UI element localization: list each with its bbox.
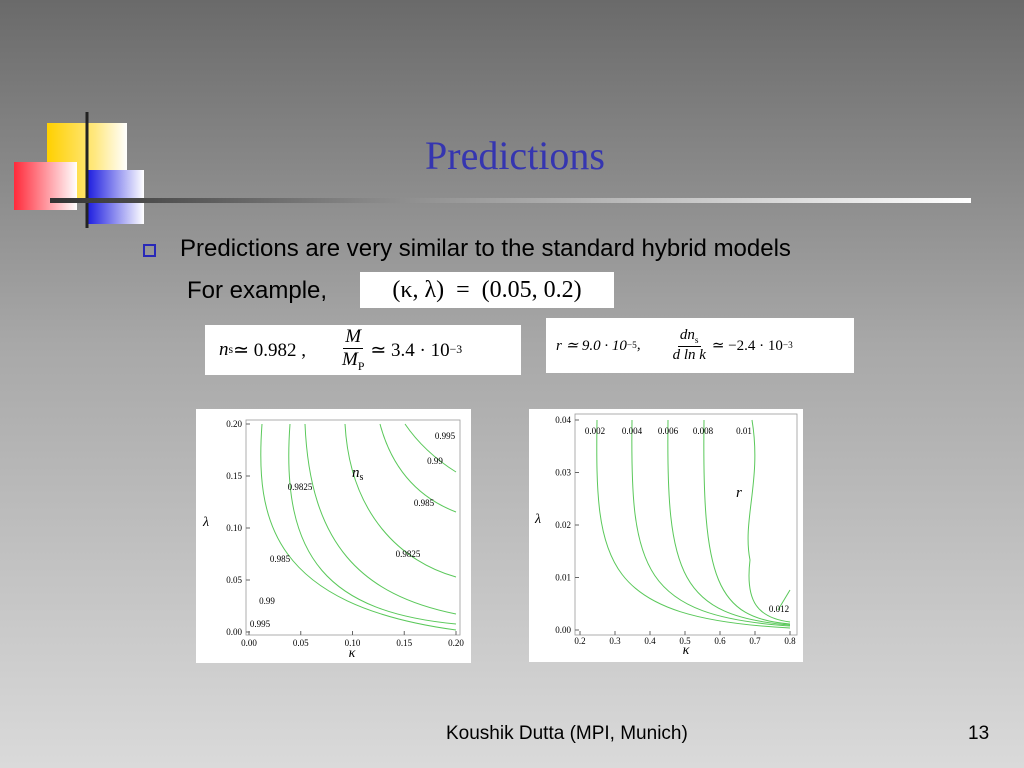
formula-part: n — [219, 339, 229, 360]
bullet-text: Predictions are very similar to the stan… — [180, 235, 791, 262]
x-axis-label: κ — [683, 643, 690, 658]
formula-text: (κ, λ) = (0.05, 0.2) — [392, 276, 582, 303]
y-tick-label: 0.03 — [555, 468, 571, 478]
formula: r ≃ 9.0 · 10 −5, dns d ln k ≃ −2.4 · 10 −3 — [546, 318, 854, 373]
formula-part: −3 — [449, 343, 463, 356]
contour — [404, 423, 457, 473]
x-tick-label: 0.6 — [714, 636, 726, 646]
contour — [288, 423, 457, 625]
formula-part: , — [636, 337, 641, 353]
y-tick-label: 0.05 — [226, 575, 242, 585]
y-tick-label: 0.20 — [226, 419, 242, 429]
formula-part: ≃ 3.4 · 10 — [370, 339, 450, 361]
formula-part: ≃ −2.4 · 10 — [711, 338, 783, 354]
contour — [304, 423, 457, 615]
example-lead: For example, — [187, 277, 328, 304]
contour — [777, 589, 791, 611]
contour-label: 0.995 — [250, 619, 271, 629]
contour — [379, 423, 457, 513]
plot-bg — [196, 409, 471, 663]
contour-label: 0.99 — [427, 456, 443, 466]
formula-part: d ln k — [672, 347, 706, 363]
formula: (κ, λ) = (0.05, 0.2) — [360, 272, 614, 308]
contour-label: 0.004 — [622, 426, 643, 436]
formula-part: dn — [679, 327, 695, 343]
plot-label-sub: s — [360, 472, 364, 483]
y-tick-label: 0.00 — [226, 627, 242, 637]
contour-label: 0.9825 — [396, 549, 421, 559]
footer-author: Koushik Dutta (MPI, Munich) — [446, 723, 688, 744]
x-tick-label: 0.4 — [644, 636, 656, 646]
deco-square — [88, 170, 144, 224]
x-tick-label: 0.2 — [574, 636, 585, 646]
x-tick-label: 0.3 — [609, 636, 621, 646]
slide-title: Predictions — [425, 133, 605, 178]
formula-part: M — [343, 326, 364, 350]
contour-label: 0.985 — [270, 554, 291, 564]
contour-label: 0.002 — [585, 426, 605, 436]
contour — [260, 423, 457, 631]
contour-label: 0.012 — [769, 604, 789, 614]
x-tick-label: 0.5 — [679, 636, 691, 646]
contour — [344, 423, 457, 578]
x-tick-label: 0.15 — [396, 638, 412, 648]
formula-part: −3 — [782, 340, 793, 351]
bullet-icon — [143, 244, 156, 257]
x-tick-label: 0.10 — [345, 638, 361, 648]
contour-label: 0.995 — [435, 431, 456, 441]
contour — [631, 419, 791, 627]
y-tick-label: 0.01 — [555, 573, 571, 583]
contour — [596, 419, 791, 629]
contour-label: 0.01 — [736, 426, 752, 436]
contour — [703, 419, 791, 625]
fraction: M MP — [342, 326, 364, 374]
x-tick-label: 0.7 — [749, 636, 761, 646]
plot-label: ns — [352, 465, 364, 483]
plot-label-main: r — [736, 485, 742, 501]
title-rule — [50, 198, 971, 203]
contour-label: 0.9825 — [288, 482, 313, 492]
plot-label-main: n — [352, 465, 360, 481]
contour — [667, 419, 791, 626]
formula-part: s — [228, 343, 234, 356]
plot-label: r — [736, 485, 742, 501]
contour-label: 0.008 — [693, 426, 714, 436]
formula-part: −5 — [626, 340, 637, 351]
x-tick-label: 0.05 — [293, 638, 309, 648]
y-tick-label: 0.15 — [226, 471, 242, 481]
y-tick-label: 0.04 — [555, 415, 571, 425]
formula-part: r ≃ 9.0 · 10 — [556, 338, 627, 354]
contour-label: 0.006 — [658, 426, 679, 436]
x-tick-label: 0.20 — [448, 638, 464, 648]
contour-label: 0.985 — [414, 498, 435, 508]
y-tick-label: 0.10 — [226, 523, 242, 533]
contour — [747, 419, 791, 623]
x-axis-label: κ — [349, 646, 356, 661]
y-axis-label: λ — [534, 512, 541, 527]
contour-label: 0.99 — [259, 596, 275, 606]
y-tick-label: 0.02 — [555, 520, 571, 530]
formula-part: ≃ 0.982 , — [233, 339, 307, 361]
y-axis-label: λ — [202, 515, 209, 530]
page-number: 13 — [968, 723, 990, 744]
y-tick-label: 0.00 — [555, 625, 571, 635]
formula-part: M — [342, 349, 358, 371]
contours — [260, 419, 791, 631]
x-tick-label: 0.8 — [784, 636, 796, 646]
formula-part: P — [357, 359, 365, 373]
fraction: dns d ln k — [673, 327, 706, 364]
x-tick-label: 0.00 — [241, 638, 257, 648]
formula-part: s — [694, 336, 699, 346]
